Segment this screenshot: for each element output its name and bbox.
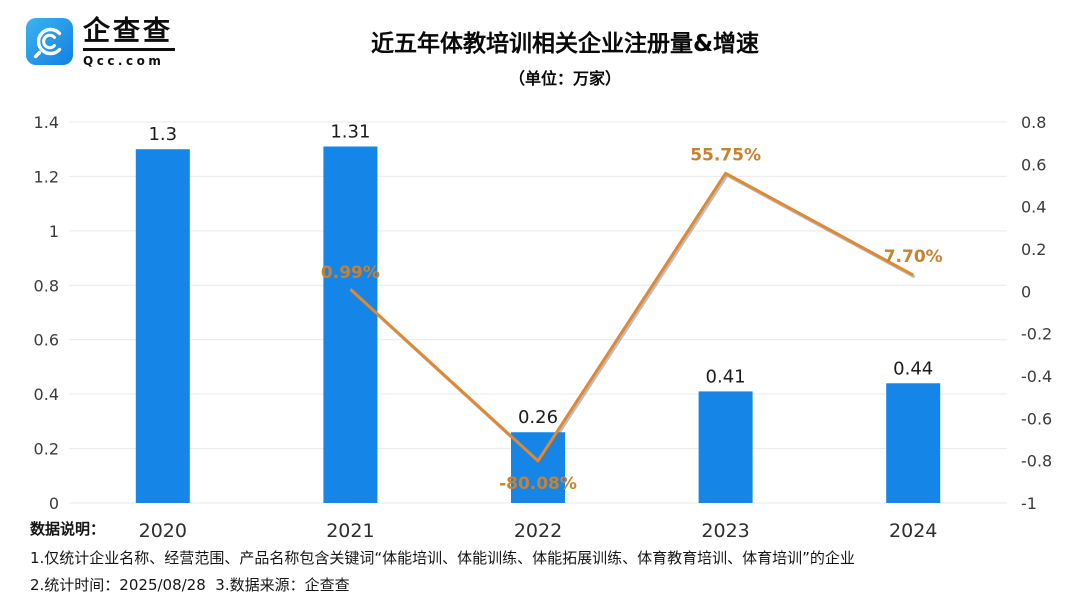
right-axis-tick-label: -0.6: [1021, 409, 1052, 428]
data-note-2: 2.统计时间：2025/08/28 3.数据来源：企查查: [30, 576, 350, 594]
right-axis-tick-label: 0.8: [1021, 113, 1046, 132]
data-notes-label: 数据说明：: [30, 520, 106, 538]
qcc-logo-domain: Qcc.com: [83, 54, 165, 69]
chart-header: 近五年体教培训相关企业注册量&增速 （单位：万家）: [50, 24, 1080, 89]
growth-rate-label: -80.08%: [499, 474, 577, 494]
x-axis-label-2021: 2021: [326, 520, 374, 542]
qcc-logo-name: 企查查: [83, 16, 173, 47]
left-axis-tick-label: 1.4: [34, 113, 59, 132]
magnifier-icon: [33, 27, 62, 59]
right-axis-tick-label: 0: [1021, 282, 1031, 301]
left-axis-tick-label: 0.2: [34, 440, 59, 459]
left-axis-tick-label: 0.4: [34, 385, 59, 404]
x-axis-label-2022: 2022: [514, 520, 562, 542]
bar-2021: [323, 146, 378, 503]
growth-line: [349, 171, 914, 463]
growth-rate-label: 0.99%: [321, 263, 380, 283]
bar-value-label: 0.41: [706, 366, 746, 387]
qcc-logo-underline: [83, 48, 175, 52]
right-axis-tick-label: 0.6: [1021, 155, 1046, 174]
bar-value-label: 1.31: [330, 121, 370, 142]
left-axis-tick-label: 0.6: [34, 331, 59, 350]
x-axis-label-2024: 2024: [889, 520, 937, 542]
growth-line-shadow: [350, 173, 916, 466]
right-axis-tick-label: -0.2: [1021, 325, 1052, 344]
x-axis-label-2020: 2020: [139, 520, 187, 542]
right-axis-tick-label: -0.4: [1021, 367, 1052, 386]
right-axis-tick-label: -1: [1021, 494, 1037, 513]
right-axis-tick-label: 0.4: [1021, 198, 1046, 217]
qcc-logo-text: 企查查 Qcc.com: [83, 16, 175, 69]
bar-value-label: 0.44: [893, 358, 933, 379]
qcc-logo-icon: [26, 18, 73, 65]
left-axis-tick-label: 0.8: [34, 276, 59, 295]
bar-2024: [886, 383, 941, 503]
bar-2020: [135, 149, 190, 503]
right-axis-tick-label: 0.2: [1021, 240, 1046, 259]
chart-title: 近五年体教培训相关企业注册量&增速: [370, 31, 760, 57]
qcc-logo: 企查查 Qcc.com: [26, 16, 175, 69]
chart-subtitle: （单位：万家）: [508, 69, 621, 88]
left-axis-tick-label: 0: [49, 494, 59, 513]
right-axis-tick-label: -0.8: [1021, 452, 1052, 471]
bar-2023: [698, 391, 753, 503]
growth-rate-label: 55.75%: [690, 145, 761, 165]
bar-value-label: 0.26: [518, 407, 558, 428]
growth-rate-label: 7.70%: [884, 247, 943, 267]
x-axis-label-2023: 2023: [701, 520, 749, 542]
bar-value-label: 1.3: [148, 124, 177, 145]
data-note-1: 1.仅统计企业名称、经营范围、产品名称包含关键词“体能培训、体能训练、体能拓展训…: [30, 549, 855, 567]
left-axis-tick-label: 1: [49, 222, 59, 241]
left-axis-tick-label: 1.2: [34, 167, 59, 186]
